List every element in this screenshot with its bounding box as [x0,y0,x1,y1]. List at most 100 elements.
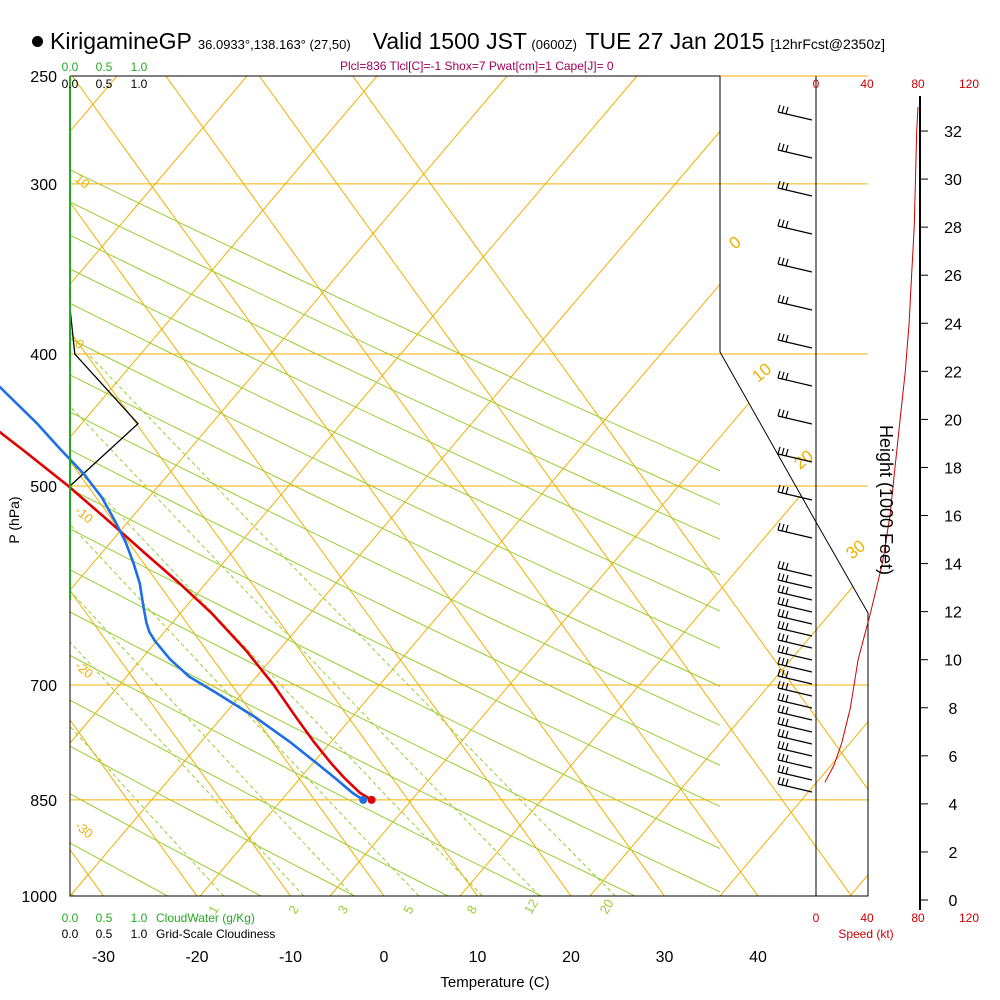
cloudwater-bottom-tick: 0.5 [96,911,113,925]
wind-barb-feather [777,218,781,227]
mixing-ratio-label: 2 [285,903,302,917]
wind-barb-feather [777,632,781,641]
wind-barb-staff [777,771,813,781]
wind-barb-feather [781,705,785,714]
pressure-tick-label: 300 [30,177,57,194]
mixing-ratio-line [70,725,225,896]
speed-top-tick: 0 [813,77,820,91]
wind-barb-staff [777,453,813,463]
height-tick-label: 6 [949,749,958,766]
isotherm-line [70,76,198,896]
wind-barb [777,644,813,661]
height-tick-label: 10 [944,653,962,670]
wind-barb [777,632,813,649]
wind-barb-staff [777,783,813,793]
wind-barb-feather [777,716,781,725]
wind-barb [777,620,813,637]
cloudiness-bottom-tick: 1.0 [131,927,148,941]
dry-adiabat-line [70,449,720,766]
temperature-tick-label: 0 [380,949,389,966]
wind-barb-feather [785,766,789,775]
wind-barb [777,332,813,349]
wind-barb-feather [785,730,789,739]
wind-barb-feather [781,295,785,304]
wind-barb-feather [785,586,789,595]
temperature-tick-label: 30 [656,949,674,966]
profiles [0,307,376,804]
mixing-ratio-label: 8 [464,903,481,917]
wind-barb-staff [777,377,813,387]
thetae-label: 10 [72,171,93,192]
wind-barb-feather [781,561,785,570]
wind-barb-feather [785,574,789,583]
wind-barb-feather [785,334,789,343]
pressure-tick-label: 1000 [21,889,57,906]
wind-barb-staff [777,263,813,273]
mixing-ratio-label: 20 [596,896,616,916]
wind-barb-feather [777,572,781,581]
wind-speed-line [824,106,919,783]
theta-label: 0 [725,232,744,253]
wind-barb-feather [781,573,785,582]
wind-barb-feather [781,657,785,666]
wind-barb-staff [777,711,813,721]
pressure-tick-label: 500 [30,479,57,496]
thetae-label: -20 [72,658,96,682]
temperature-line [0,430,373,802]
cloudiness-bottom-tick: 0.0 [62,927,79,941]
wind-barb [777,218,813,235]
wind-barb-feather [785,778,789,787]
cloudiness-top-tick: 0.0 [62,77,79,91]
wind-barb [777,142,813,159]
adiabat-line [70,76,378,896]
speed-top-tick: 80 [911,77,925,91]
dry-adiabat-line [70,569,720,893]
wind-barb-feather [781,447,785,456]
height-tick-label: 20 [944,412,962,429]
wind-barb-feather [777,256,781,265]
wind-barb-staff [777,149,813,159]
pressure-axis-title: P (hPa) [6,496,22,543]
wind-barb-staff [777,111,813,121]
wind-barb [777,692,813,709]
wind-barb-feather [781,485,785,494]
height-tick-label: 22 [944,364,962,381]
wind-barb [777,668,813,685]
wind-barb-feather [781,621,785,630]
wind-barb-feather [777,680,781,689]
wind-barb-feather [781,777,785,786]
pressure-tick-label: 400 [30,347,57,364]
wind-barb-feather [781,609,785,618]
wind-barb-feather [781,585,785,594]
wind-barb-feather [777,656,781,665]
dry-adiabat-line [70,411,720,726]
wind-barb-feather [781,219,785,228]
cloudwater-top-tick: 0.0 [62,60,79,74]
wind-barb-staff [777,759,813,769]
wind-barb-feather [777,294,781,303]
speed-axis-title: Speed (kt) [838,927,893,941]
wind-barb-feather [781,645,785,654]
wind-barb-feather [785,182,789,191]
mixing-ratio-line [70,641,305,896]
wind-barb-feather [785,524,789,533]
station-name: KirigamineGP [50,28,192,54]
cloudwater-bottom-tick: 1.0 [131,911,148,925]
wind-barb-feather [777,692,781,701]
wind-barb-feather [777,704,781,713]
wind-barb [777,680,813,697]
wind-barb [777,560,813,577]
wind-barb-staff [777,651,813,661]
height-tick-label: 30 [944,172,962,189]
wind-barb-feather [785,106,789,115]
wind-barb-feather [777,776,781,785]
wind-barb [777,256,813,273]
wind-barb-feather [785,682,789,691]
wind-barb [777,294,813,311]
wind-barb-feather [785,486,789,495]
height-tick-label: 8 [949,701,958,718]
speed-top-tick: 120 [959,77,979,91]
wind-barb-feather [785,718,789,727]
wind-barb-staff [777,747,813,757]
